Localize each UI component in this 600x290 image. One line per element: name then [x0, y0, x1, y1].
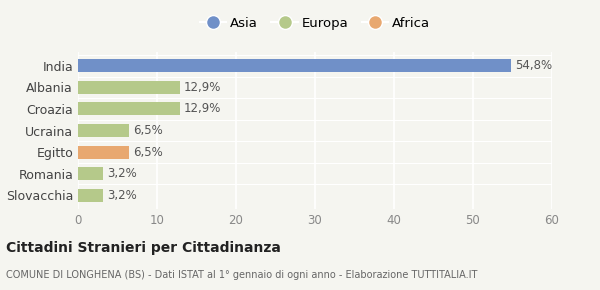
- Text: 3,2%: 3,2%: [107, 167, 137, 180]
- Legend: Asia, Europa, Africa: Asia, Europa, Africa: [194, 12, 436, 35]
- Text: 12,9%: 12,9%: [184, 81, 221, 94]
- Text: COMUNE DI LONGHENA (BS) - Dati ISTAT al 1° gennaio di ogni anno - Elaborazione T: COMUNE DI LONGHENA (BS) - Dati ISTAT al …: [6, 270, 478, 280]
- Bar: [78, 102, 180, 115]
- Text: 12,9%: 12,9%: [184, 102, 221, 115]
- Bar: [78, 81, 180, 94]
- Text: 6,5%: 6,5%: [133, 124, 163, 137]
- Text: Cittadini Stranieri per Cittadinanza: Cittadini Stranieri per Cittadinanza: [6, 241, 281, 255]
- Bar: [78, 189, 103, 202]
- Text: 6,5%: 6,5%: [133, 146, 163, 159]
- Bar: [78, 59, 511, 72]
- Bar: [78, 124, 130, 137]
- Bar: [78, 167, 103, 180]
- Text: 54,8%: 54,8%: [515, 59, 552, 72]
- Text: 3,2%: 3,2%: [107, 189, 137, 202]
- Bar: [78, 146, 130, 159]
